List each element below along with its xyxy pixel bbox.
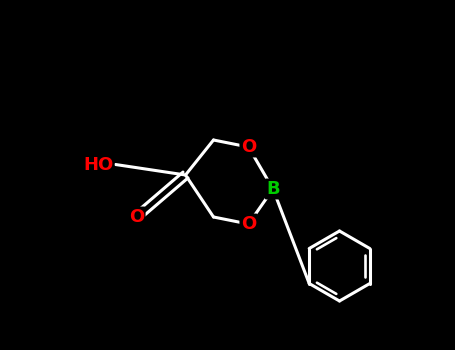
Text: O: O xyxy=(129,208,144,226)
Text: O: O xyxy=(241,215,256,233)
Text: O: O xyxy=(241,138,256,156)
Text: B: B xyxy=(266,180,280,198)
Text: HO: HO xyxy=(84,155,114,174)
